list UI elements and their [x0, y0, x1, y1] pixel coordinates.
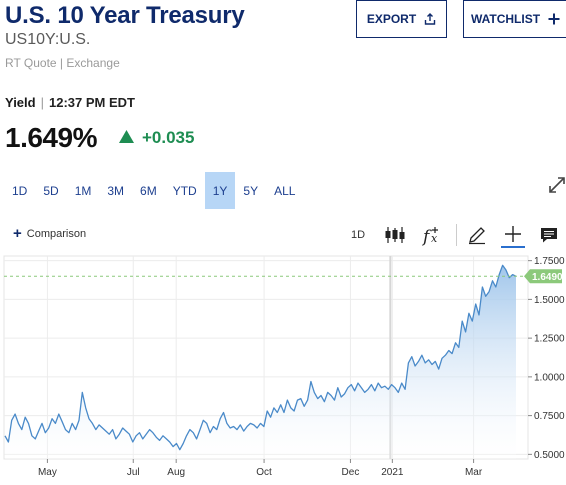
y-tick-label: 1.7500	[534, 256, 565, 267]
crosshair-icon[interactable]	[501, 222, 525, 248]
quote-source: RT Quote | Exchange	[5, 56, 120, 70]
yield-separator: |	[40, 95, 44, 110]
last-price-tag	[524, 269, 562, 284]
last-price: 1.649%	[5, 122, 97, 153]
page-title: U.S. 10 Year Treasury	[5, 2, 245, 29]
chart-toolbar: + Comparison 1D f x	[0, 218, 566, 252]
range-tab-3m[interactable]: 3M	[107, 183, 125, 198]
chart-axes: 0.5000 0.7500 1.0000 1.2500 1.5000 1.7500 May J…	[4, 256, 565, 478]
expand-icon[interactable]	[548, 176, 566, 194]
comparison-label: Comparison	[26, 227, 87, 240]
series-line	[4, 264, 517, 451]
price-change: +0.035	[119, 128, 194, 148]
export-label: EXPORT	[366, 12, 417, 26]
svg-text:f: f	[421, 227, 432, 246]
y-tick-label: 1.0000	[534, 372, 565, 383]
range-tab-ytd[interactable]: YTD	[172, 183, 197, 198]
toolbar-divider	[456, 224, 457, 246]
export-button[interactable]: EXPORT	[356, 0, 447, 38]
yield-chart[interactable]: 0.5000 0.7500 1.0000 1.2500 1.5000 1.7500 May J…	[0, 252, 566, 485]
yield-label: Yield	[5, 95, 36, 110]
svg-text:x: x	[431, 232, 438, 245]
comparison-button[interactable]: + Comparison	[13, 226, 86, 241]
draw-icon[interactable]	[465, 222, 489, 248]
time-range-tabs: 1D 5D 1M 3M 6M YTD 1Y 5Y ALL	[4, 172, 303, 209]
x-tick-label: 2021	[381, 467, 404, 478]
y-tick-label: 1.2500	[534, 334, 565, 345]
range-tab-5y[interactable]: 5Y	[243, 183, 259, 198]
ticker-symbol: US10Y:U.S.	[5, 31, 91, 48]
x-tick-label: May	[38, 467, 57, 478]
plus-icon: +	[13, 225, 22, 242]
series-area	[5, 265, 516, 459]
change-value: +0.035	[142, 128, 195, 147]
candlestick-icon[interactable]	[383, 222, 407, 248]
chart-area	[4, 264, 517, 459]
yield-row: Yield | 12:37 PM EDT	[5, 95, 135, 110]
range-tab-1m[interactable]: 1M	[74, 183, 92, 198]
range-tab-all[interactable]: ALL	[274, 183, 296, 198]
y-tick-label: 0.5000	[534, 450, 565, 461]
chart-canvas: 0.5000 0.7500 1.0000 1.2500 1.5000 1.7500 May J…	[3, 255, 565, 478]
watchlist-button[interactable]: WATCHLIST	[463, 0, 566, 38]
quote-time: 12:37 PM EDT	[48, 95, 135, 110]
x-tick-label: Aug	[167, 467, 185, 478]
range-tab-1d[interactable]: 1D	[12, 183, 28, 198]
x-tick-label: Mar	[465, 467, 483, 478]
watchlist-label: WATCHLIST	[470, 12, 541, 26]
range-tab-6m[interactable]: 6M	[140, 183, 157, 198]
triangle-up-icon	[119, 128, 134, 148]
x-tick-label: Dec	[342, 467, 360, 478]
range-tab-5d[interactable]: 5D	[43, 183, 59, 198]
range-tab-1y[interactable]: 1Y	[204, 172, 236, 209]
last-price-tag-label: 1.6490	[532, 272, 563, 283]
plus-icon	[548, 13, 560, 25]
y-tick-label: 0.7500	[534, 411, 565, 422]
interval-selector[interactable]: 1D	[350, 229, 366, 241]
y-tick-label: 1.5000	[534, 295, 565, 306]
news-icon[interactable]	[537, 222, 561, 248]
x-tick-label: Oct	[256, 467, 272, 478]
fx-icon[interactable]: f x	[420, 222, 444, 248]
export-icon	[424, 13, 436, 25]
x-tick-label: Jul	[127, 467, 140, 478]
